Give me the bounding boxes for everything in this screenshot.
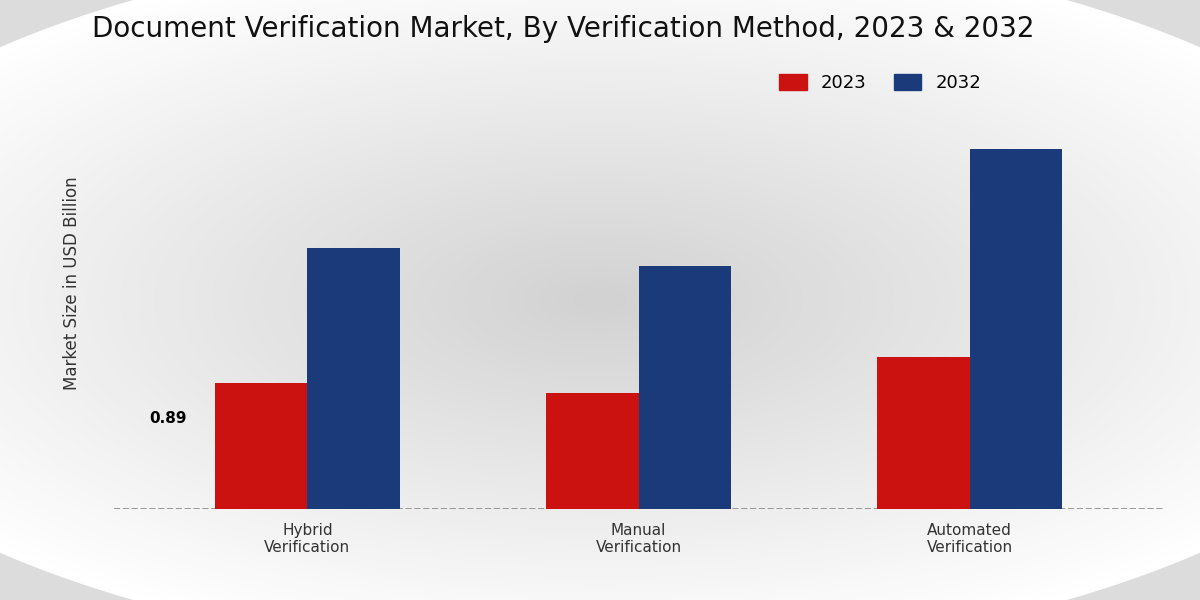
Ellipse shape: [466, 242, 734, 358]
Ellipse shape: [20, 52, 1180, 548]
Ellipse shape: [0, 5, 1200, 595]
Ellipse shape: [121, 95, 1079, 505]
Bar: [970, 149, 1062, 509]
Ellipse shape: [0, 12, 1200, 588]
Ellipse shape: [365, 199, 835, 401]
Ellipse shape: [214, 134, 986, 466]
Ellipse shape: [0, 41, 1200, 559]
Legend: 2023, 2032: 2023, 2032: [772, 67, 989, 100]
Ellipse shape: [482, 250, 718, 350]
Ellipse shape: [306, 174, 894, 426]
Ellipse shape: [390, 210, 810, 390]
Ellipse shape: [592, 296, 608, 304]
Ellipse shape: [432, 228, 768, 372]
Ellipse shape: [104, 88, 1096, 512]
Ellipse shape: [272, 160, 928, 440]
Ellipse shape: [373, 203, 827, 397]
Bar: [215, 383, 307, 509]
Ellipse shape: [46, 62, 1154, 538]
Bar: [638, 266, 731, 509]
Ellipse shape: [566, 286, 634, 314]
Ellipse shape: [281, 163, 919, 437]
Ellipse shape: [356, 196, 844, 404]
Ellipse shape: [457, 239, 743, 361]
Ellipse shape: [62, 70, 1138, 530]
Ellipse shape: [550, 278, 650, 322]
Ellipse shape: [172, 116, 1028, 484]
Ellipse shape: [289, 167, 911, 433]
Ellipse shape: [0, 23, 1200, 577]
Ellipse shape: [575, 289, 625, 311]
Ellipse shape: [79, 77, 1121, 523]
Ellipse shape: [558, 282, 642, 318]
Ellipse shape: [298, 170, 902, 430]
Text: Document Verification Market, By Verification Method, 2023 & 2032: Document Verification Market, By Verific…: [92, 15, 1034, 43]
Ellipse shape: [583, 293, 617, 307]
Ellipse shape: [12, 48, 1188, 552]
Ellipse shape: [113, 91, 1087, 509]
Ellipse shape: [188, 124, 1012, 476]
Y-axis label: Market Size in USD Billion: Market Size in USD Billion: [62, 176, 82, 390]
Ellipse shape: [398, 214, 802, 386]
Ellipse shape: [331, 185, 869, 415]
Ellipse shape: [205, 131, 995, 469]
Ellipse shape: [163, 113, 1037, 487]
Ellipse shape: [29, 55, 1171, 545]
Ellipse shape: [323, 181, 877, 419]
Ellipse shape: [180, 120, 1020, 480]
Bar: [877, 356, 970, 509]
Bar: [307, 248, 400, 509]
Ellipse shape: [138, 102, 1062, 498]
Ellipse shape: [37, 59, 1163, 541]
Ellipse shape: [230, 142, 970, 458]
Ellipse shape: [88, 80, 1112, 520]
Ellipse shape: [440, 232, 760, 368]
Ellipse shape: [0, 34, 1200, 566]
Ellipse shape: [71, 73, 1129, 527]
Ellipse shape: [407, 217, 793, 383]
Ellipse shape: [146, 106, 1054, 494]
Ellipse shape: [130, 98, 1070, 502]
Ellipse shape: [222, 138, 978, 462]
Ellipse shape: [0, 37, 1200, 563]
Ellipse shape: [256, 152, 944, 448]
Ellipse shape: [533, 271, 667, 329]
Ellipse shape: [247, 149, 953, 451]
Ellipse shape: [0, 8, 1200, 592]
Ellipse shape: [155, 109, 1045, 491]
Ellipse shape: [0, 19, 1200, 581]
Ellipse shape: [415, 221, 785, 379]
Ellipse shape: [424, 224, 776, 376]
Ellipse shape: [508, 260, 692, 340]
Ellipse shape: [0, 30, 1200, 570]
Ellipse shape: [499, 257, 701, 343]
Ellipse shape: [340, 188, 860, 412]
Ellipse shape: [0, 16, 1200, 584]
Ellipse shape: [474, 246, 726, 354]
Ellipse shape: [541, 275, 659, 325]
Ellipse shape: [516, 264, 684, 336]
Ellipse shape: [197, 127, 1003, 473]
Ellipse shape: [348, 192, 852, 408]
Ellipse shape: [449, 235, 751, 365]
Ellipse shape: [524, 268, 676, 332]
Ellipse shape: [491, 253, 709, 347]
Ellipse shape: [0, 26, 1200, 574]
